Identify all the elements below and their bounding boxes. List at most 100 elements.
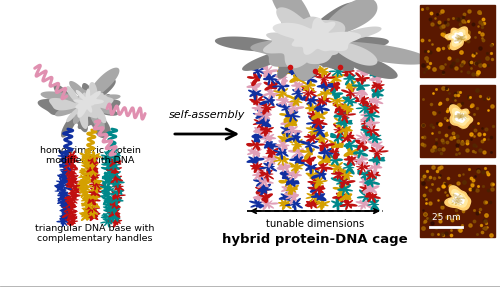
- Polygon shape: [256, 117, 272, 127]
- Polygon shape: [338, 103, 354, 115]
- Polygon shape: [80, 173, 90, 184]
- Polygon shape: [306, 191, 322, 203]
- Polygon shape: [330, 176, 351, 190]
- Polygon shape: [277, 66, 293, 75]
- Polygon shape: [334, 116, 348, 129]
- Polygon shape: [102, 167, 116, 180]
- Polygon shape: [99, 185, 114, 196]
- Polygon shape: [331, 168, 347, 180]
- Polygon shape: [346, 79, 361, 93]
- Polygon shape: [84, 164, 98, 173]
- Polygon shape: [249, 199, 266, 209]
- Polygon shape: [452, 194, 465, 199]
- Polygon shape: [272, 78, 289, 92]
- Polygon shape: [108, 159, 121, 170]
- Polygon shape: [307, 108, 320, 123]
- Polygon shape: [344, 154, 360, 166]
- Polygon shape: [369, 73, 384, 84]
- Polygon shape: [110, 186, 124, 196]
- Polygon shape: [78, 171, 92, 182]
- Polygon shape: [289, 154, 305, 164]
- Polygon shape: [264, 140, 278, 150]
- Polygon shape: [248, 65, 268, 79]
- Polygon shape: [311, 167, 326, 180]
- Polygon shape: [246, 79, 262, 92]
- Polygon shape: [292, 86, 304, 101]
- Polygon shape: [311, 191, 326, 201]
- Polygon shape: [338, 123, 353, 138]
- Polygon shape: [80, 155, 94, 166]
- Polygon shape: [318, 137, 335, 151]
- Polygon shape: [252, 168, 266, 181]
- Polygon shape: [333, 123, 348, 138]
- Polygon shape: [306, 124, 322, 136]
- Polygon shape: [317, 155, 332, 164]
- Polygon shape: [303, 95, 319, 107]
- Polygon shape: [88, 190, 100, 200]
- Polygon shape: [108, 215, 122, 228]
- Polygon shape: [356, 198, 372, 210]
- Polygon shape: [262, 154, 278, 168]
- Polygon shape: [460, 113, 468, 120]
- Polygon shape: [457, 35, 466, 42]
- Polygon shape: [316, 72, 336, 86]
- Polygon shape: [57, 191, 70, 202]
- Polygon shape: [340, 198, 357, 210]
- Polygon shape: [368, 94, 384, 107]
- Polygon shape: [274, 145, 288, 160]
- Polygon shape: [276, 162, 290, 172]
- Polygon shape: [60, 164, 74, 174]
- Polygon shape: [88, 174, 102, 185]
- Polygon shape: [82, 202, 96, 213]
- Polygon shape: [368, 140, 384, 152]
- Polygon shape: [367, 132, 382, 143]
- Polygon shape: [445, 186, 470, 210]
- Polygon shape: [316, 95, 331, 106]
- Polygon shape: [87, 206, 99, 219]
- Polygon shape: [248, 86, 263, 101]
- Polygon shape: [450, 105, 472, 128]
- Polygon shape: [313, 66, 329, 78]
- Polygon shape: [360, 122, 374, 136]
- Bar: [420, 85, 495, 157]
- Polygon shape: [75, 82, 114, 123]
- Polygon shape: [252, 133, 268, 143]
- Polygon shape: [281, 183, 295, 194]
- Text: hybrid protein-DNA cage: hybrid protein-DNA cage: [222, 233, 408, 246]
- Text: 25 nm: 25 nm: [432, 213, 460, 222]
- Polygon shape: [253, 117, 269, 129]
- Polygon shape: [328, 65, 346, 77]
- Text: homotrimeric protein
modified with DNA: homotrimeric protein modified with DNA: [40, 146, 140, 165]
- Polygon shape: [108, 173, 123, 183]
- Polygon shape: [314, 131, 329, 143]
- Polygon shape: [314, 161, 333, 173]
- Polygon shape: [338, 168, 353, 180]
- Polygon shape: [340, 64, 354, 77]
- Polygon shape: [286, 168, 302, 181]
- Polygon shape: [280, 123, 295, 137]
- Polygon shape: [250, 0, 429, 81]
- Polygon shape: [302, 86, 318, 102]
- Polygon shape: [263, 7, 345, 68]
- Polygon shape: [300, 79, 316, 92]
- Polygon shape: [286, 177, 300, 187]
- Polygon shape: [59, 198, 72, 209]
- Polygon shape: [66, 183, 81, 193]
- Polygon shape: [68, 83, 120, 138]
- Polygon shape: [88, 210, 101, 221]
- Polygon shape: [246, 140, 265, 151]
- Polygon shape: [456, 112, 466, 122]
- Polygon shape: [59, 159, 74, 171]
- Polygon shape: [88, 188, 102, 197]
- Polygon shape: [328, 161, 345, 173]
- Polygon shape: [452, 33, 464, 43]
- Polygon shape: [62, 204, 78, 214]
- Polygon shape: [65, 195, 79, 205]
- Polygon shape: [58, 150, 71, 162]
- Polygon shape: [86, 167, 98, 177]
- Polygon shape: [258, 189, 273, 203]
- Polygon shape: [109, 167, 121, 179]
- Polygon shape: [64, 198, 76, 210]
- Polygon shape: [313, 123, 325, 138]
- Polygon shape: [302, 71, 318, 85]
